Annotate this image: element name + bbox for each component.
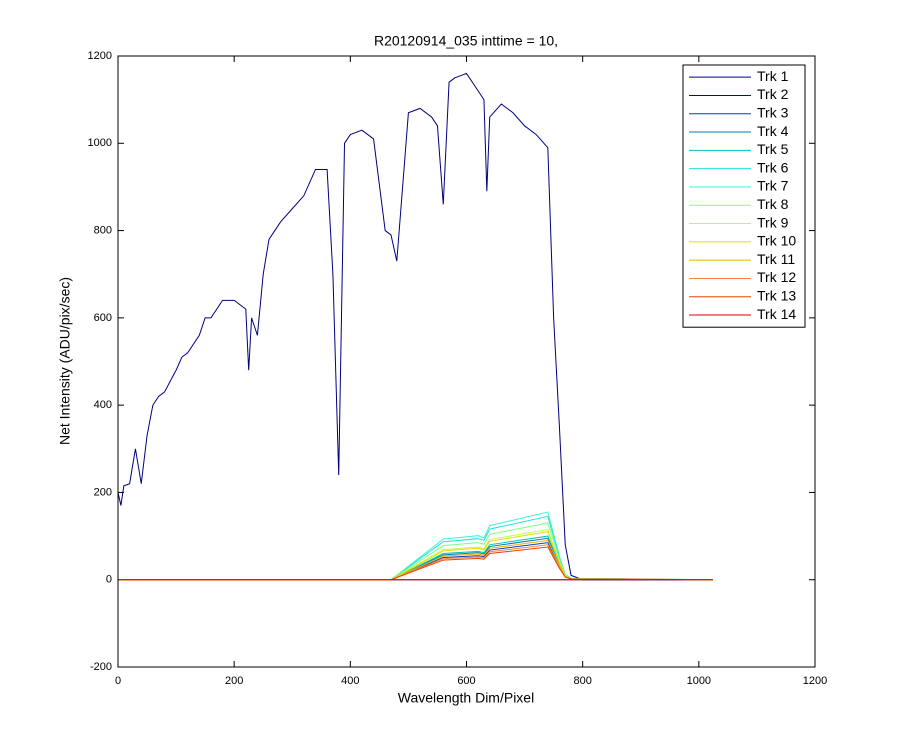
plot-frame bbox=[117, 55, 816, 668]
y-tick-label: 200 bbox=[94, 486, 112, 498]
legend-label: Trk 11 bbox=[757, 251, 795, 267]
x-tick-label: 800 bbox=[573, 675, 591, 687]
y-tick-label: 800 bbox=[94, 224, 112, 236]
y-tick-label: 0 bbox=[106, 574, 112, 586]
legend-label: Trk 13 bbox=[757, 287, 796, 303]
legend-label: Trk 3 bbox=[757, 104, 789, 120]
legend-label: Trk 14 bbox=[757, 306, 796, 322]
data-line bbox=[117, 72, 713, 581]
x-tick-label: 1200 bbox=[803, 675, 827, 687]
legend-label: Trk 2 bbox=[757, 86, 789, 102]
y-tick-label: 1200 bbox=[88, 50, 112, 62]
x-tick-label: 400 bbox=[341, 675, 359, 687]
legend-box bbox=[682, 64, 806, 328]
legend-label: Trk 1 bbox=[757, 68, 789, 84]
legend-label: Trk 7 bbox=[757, 178, 789, 194]
x-axis-label: Wavelength Dim/Pixel bbox=[398, 690, 534, 706]
x-tick-label: 0 bbox=[115, 675, 121, 687]
y-tick-label: -200 bbox=[90, 661, 112, 673]
legend-label: Trk 12 bbox=[757, 269, 796, 285]
data-line bbox=[118, 546, 713, 581]
legend-label: Trk 6 bbox=[757, 159, 789, 175]
data-line bbox=[118, 511, 713, 581]
data-line bbox=[118, 531, 713, 581]
y-tick-label: 600 bbox=[94, 312, 112, 324]
legend-label: Trk 8 bbox=[757, 196, 789, 212]
y-axis-label: Net Intensity (ADU/pix/sec) bbox=[57, 277, 73, 445]
legend-label: Trk 5 bbox=[757, 141, 789, 157]
y-tick-label: 1000 bbox=[88, 137, 112, 149]
x-tick-label: 200 bbox=[225, 675, 243, 687]
legend-label: Trk 9 bbox=[757, 214, 789, 230]
legend-label: Trk 4 bbox=[757, 123, 789, 139]
legend-label: Trk 10 bbox=[757, 233, 796, 249]
x-tick-label: 1000 bbox=[687, 675, 711, 687]
chart-title: R20120914_035 inttime = 10, bbox=[374, 33, 558, 49]
x-tick-label: 600 bbox=[457, 675, 475, 687]
y-tick-label: 400 bbox=[94, 399, 112, 411]
